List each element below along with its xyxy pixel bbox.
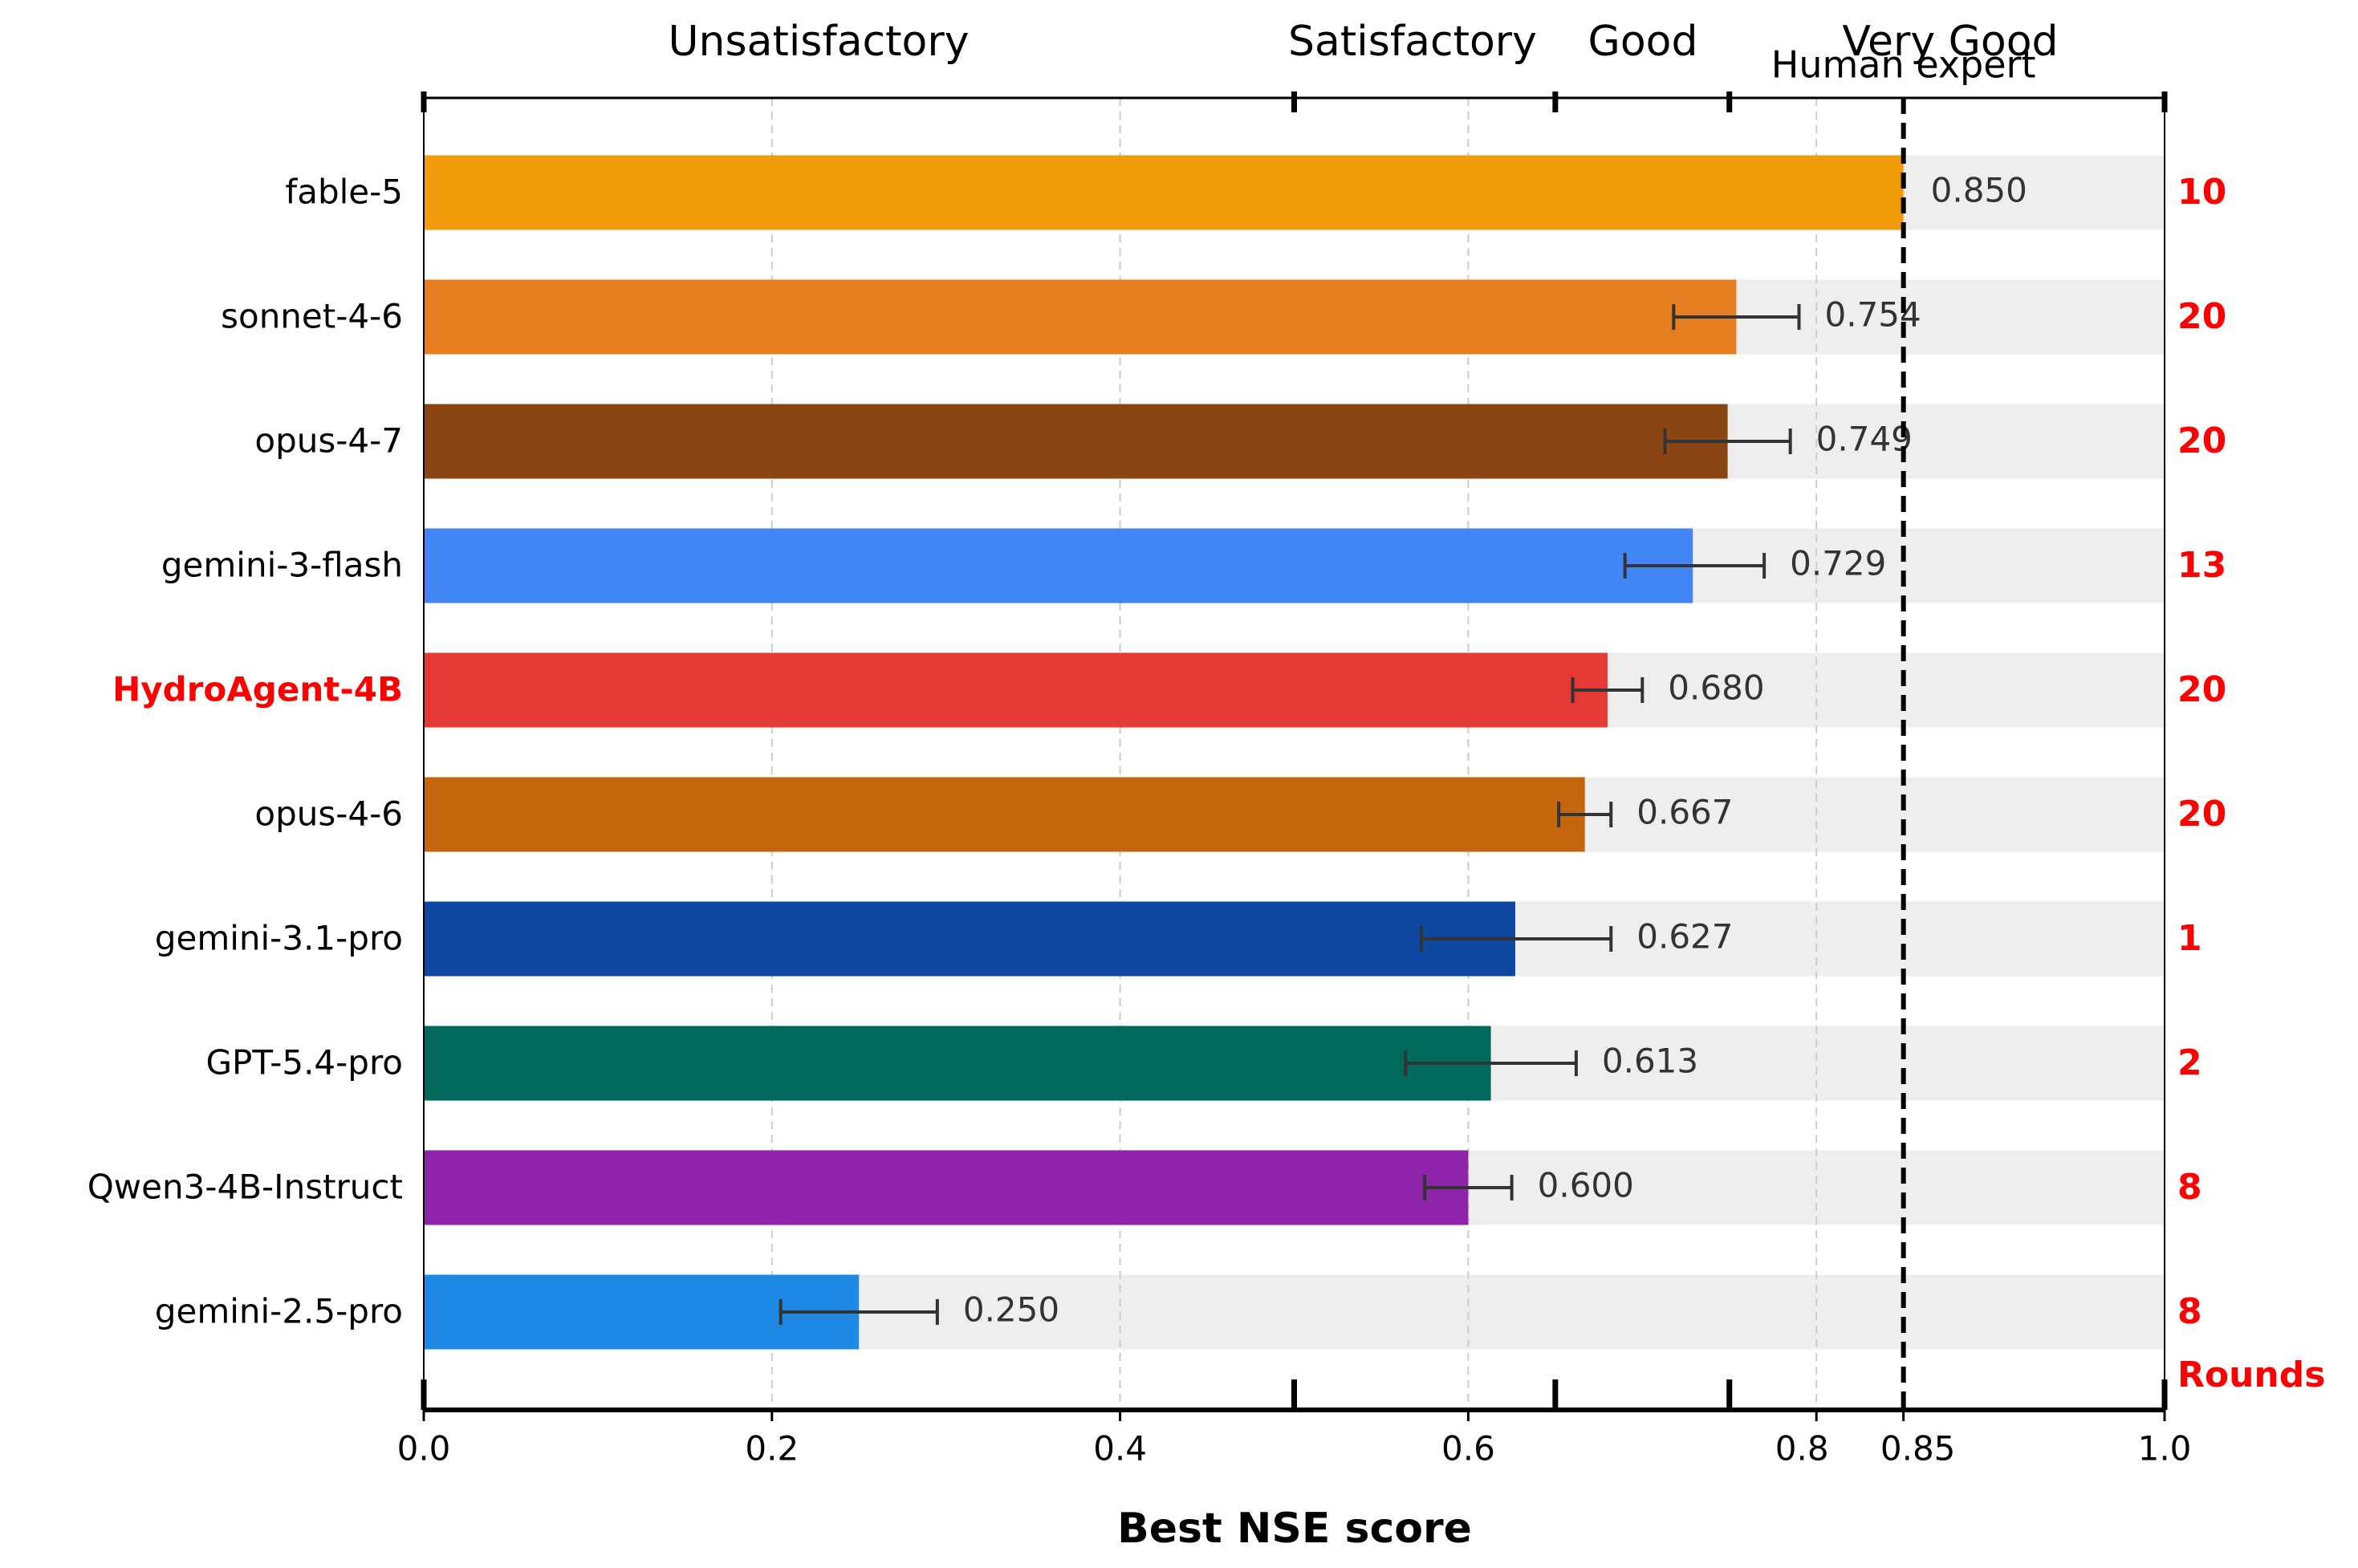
category-label: GPT-5.4-pro <box>206 1043 403 1083</box>
category-label: opus-4-6 <box>254 794 403 834</box>
rounds-value: 13 <box>2177 545 2226 586</box>
human-expert-label: Human expert <box>1771 43 2036 87</box>
x-tick-label: 0.2 <box>745 1429 799 1468</box>
category-label: sonnet-4-6 <box>221 297 403 336</box>
x-tick-label: 0.85 <box>1880 1429 1956 1468</box>
value-label: 0.613 <box>1602 1042 1698 1081</box>
reference-line-layer: Human expert <box>1771 43 2036 1410</box>
category-label: gemini-3.1-pro <box>155 919 403 958</box>
zone-labels-layer: Unsatisfactory Satisfactory Good Very Good <box>668 18 2058 66</box>
rounds-value: 8 <box>2177 1291 2202 1332</box>
rounds-title: Rounds <box>2177 1355 2325 1395</box>
value-label: 0.667 <box>1636 793 1733 832</box>
x-tick-label: 0.0 <box>397 1429 451 1468</box>
bar-opus-4-6 <box>424 777 1585 852</box>
error-bar-opus-4-7 <box>1663 429 1792 454</box>
rounds-value: 8 <box>2177 1167 2202 1208</box>
bars-layer <box>424 155 1904 1350</box>
error-bar-gemini-3.1-pro <box>1419 926 1613 952</box>
bar-gemini-3.1-pro <box>424 901 1515 977</box>
x-tick-label: 1.0 <box>2138 1429 2192 1468</box>
category-label: gemini-2.5-pro <box>155 1292 403 1331</box>
zone-label: Satisfactory <box>1288 18 1537 66</box>
bar-HydroAgent-4B <box>424 652 1608 728</box>
value-label: 0.749 <box>1816 420 1913 459</box>
category-label: Qwen3-4B-Instruct <box>87 1168 403 1207</box>
bar-sonnet-4-6 <box>424 279 1737 355</box>
axes-layer <box>421 91 2168 1412</box>
x-tick-label: 0.6 <box>1441 1429 1495 1468</box>
x-ticks-layer: 0.0 0.2 0.4 0.6 0.8 0.85 1.0 <box>397 1410 2192 1468</box>
error-bar-Qwen3-4B-Instruct <box>1423 1175 1514 1200</box>
value-labels-layer: 0.850 0.754 0.749 0.729 0.680 0.667 0.627 0.613… <box>963 171 2027 1330</box>
category-label: gemini-3-flash <box>161 546 403 585</box>
rounds-labels-layer: 10 20 20 13 20 20 1 2 8 8 Rounds <box>2177 172 2325 1395</box>
value-label: 0.754 <box>1825 295 1921 335</box>
rounds-value: 20 <box>2177 669 2226 710</box>
rounds-value: 10 <box>2177 172 2226 213</box>
category-labels-layer: fable-5 sonnet-4-6 opus-4-7 gemini-3-flash H… <box>87 173 403 1331</box>
error-bar-sonnet-4-6 <box>1672 304 1801 330</box>
x-tick-label: 0.8 <box>1775 1429 1829 1468</box>
error-bar-gemini-2.5-pro <box>779 1299 939 1325</box>
bar-Qwen3-4B-Instruct <box>424 1150 1469 1225</box>
bar-gemini-3-flash <box>424 528 1693 603</box>
bar-opus-4-7 <box>424 404 1728 479</box>
value-label: 0.850 <box>1931 171 2027 210</box>
zone-label: Very Good <box>1842 18 2058 66</box>
zone-label: Unsatisfactory <box>668 18 969 66</box>
rounds-value: 20 <box>2177 420 2226 461</box>
zone-label: Good <box>1588 18 1698 66</box>
error-bar-GPT-5.4-pro <box>1404 1050 1578 1076</box>
x-axis-title: Best NSE score <box>1117 1505 1472 1553</box>
value-label: 0.600 <box>1538 1166 1634 1205</box>
value-label: 0.250 <box>963 1290 1059 1330</box>
rounds-value: 2 <box>2177 1042 2202 1083</box>
category-label: HydroAgent-4B <box>112 670 403 709</box>
rounds-value: 20 <box>2177 794 2226 835</box>
bar-GPT-5.4-pro <box>424 1026 1491 1101</box>
error-bar-HydroAgent-4B <box>1571 677 1645 703</box>
rounds-value: 20 <box>2177 296 2226 337</box>
error-bar-gemini-3-flash <box>1623 553 1766 579</box>
rounds-value: 1 <box>2177 918 2202 959</box>
category-label: fable-5 <box>285 173 403 212</box>
value-label: 0.729 <box>1790 544 1886 583</box>
bar-fable-5 <box>424 155 1904 230</box>
x-tick-label: 0.4 <box>1093 1429 1147 1468</box>
value-label: 0.627 <box>1636 917 1733 957</box>
category-label: opus-4-7 <box>254 421 403 461</box>
error-bar-opus-4-6 <box>1557 802 1613 827</box>
value-label: 0.680 <box>1668 668 1764 708</box>
error-bars-layer <box>779 304 1801 1325</box>
